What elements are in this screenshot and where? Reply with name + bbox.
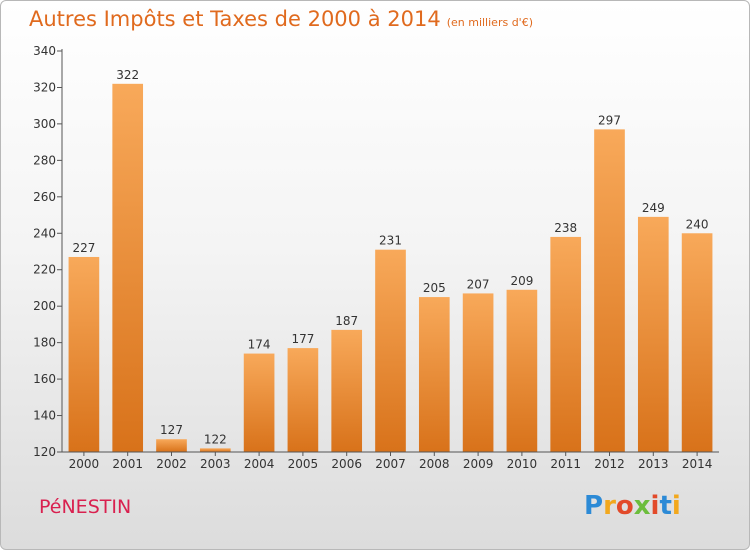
x-tick-label: 2011 xyxy=(550,457,581,471)
x-tick-label: 2003 xyxy=(200,457,231,471)
proxiti-logo: Proxiti xyxy=(584,491,681,521)
y-tick-label: 120 xyxy=(33,445,56,459)
x-axis: 2000 2001 2002 2003 2004 2005 2006 2007 2008 2009… xyxy=(62,451,719,471)
bar-value-label: 174 xyxy=(248,338,271,352)
bar-2012 xyxy=(594,129,625,453)
y-axis: 120 140 160 180 200 220 240 260 280 300 320 340 xyxy=(33,44,63,459)
y-tick-label: 260 xyxy=(33,190,56,204)
bar-2013 xyxy=(637,216,669,452)
y-tick-label: 180 xyxy=(33,336,56,350)
bar-2003 xyxy=(199,448,231,452)
x-tick-label: 2000 xyxy=(69,457,100,471)
y-tick-label: 280 xyxy=(33,153,56,167)
bar-2014 xyxy=(681,233,713,452)
bar-value-label: 322 xyxy=(116,68,139,82)
bar-value-label: 127 xyxy=(160,423,183,437)
bar-value-label: 177 xyxy=(291,332,314,346)
bar-value-label: 231 xyxy=(379,234,402,248)
bar-value-label: 122 xyxy=(204,432,227,446)
bar-value-label: 227 xyxy=(72,241,95,255)
bar-value-label: 207 xyxy=(467,277,490,291)
x-tick-label: 2014 xyxy=(682,457,713,471)
logo-letter: i xyxy=(650,491,660,521)
x-tick-label: 2007 xyxy=(375,457,406,471)
bar-2006 xyxy=(331,329,363,452)
logo-letter: o xyxy=(615,491,634,521)
logo-letter: P xyxy=(584,491,604,521)
bar-2001 xyxy=(112,83,144,453)
bar-value-label: 187 xyxy=(335,314,358,328)
bar-value-label: 205 xyxy=(423,281,446,295)
y-tick-label: 320 xyxy=(33,80,56,94)
bar-2008 xyxy=(418,297,450,452)
bar-2005 xyxy=(287,348,319,452)
x-tick-label: 2001 xyxy=(112,457,143,471)
bar-2000 xyxy=(68,256,100,452)
y-tick-label: 300 xyxy=(33,117,56,131)
logo-letter: x xyxy=(633,491,651,521)
y-tick-label: 200 xyxy=(33,299,56,313)
bar-2004 xyxy=(243,353,275,452)
bars xyxy=(68,83,713,453)
y-tick-label: 240 xyxy=(33,226,56,240)
y-tick-label: 220 xyxy=(33,263,56,277)
x-tick-label: 2010 xyxy=(507,457,538,471)
x-tick-label: 2005 xyxy=(288,457,319,471)
x-tick-label: 2002 xyxy=(156,457,187,471)
bar-2010 xyxy=(506,289,538,452)
chart-title-text: Autres Impôts et Taxes de 2000 à 2014 xyxy=(29,7,441,31)
data-labels: 227 322 127 122 174 177 187 231 205 207 209 238 297 2… xyxy=(72,68,708,447)
x-tick-label: 2008 xyxy=(419,457,450,471)
logo-letter: r xyxy=(603,491,616,521)
x-tick-label: 2006 xyxy=(331,457,362,471)
y-tick-label: 140 xyxy=(33,409,56,423)
bar-value-label: 297 xyxy=(598,113,621,127)
city-name: PéNESTIN xyxy=(39,496,132,518)
logo-letter: i xyxy=(671,491,681,521)
bar-2009 xyxy=(462,293,494,452)
bar-2011 xyxy=(550,236,582,452)
y-tick-label: 340 xyxy=(33,44,56,58)
bar-2007 xyxy=(375,249,406,452)
bar-value-label: 238 xyxy=(554,221,577,235)
x-tick-label: 2013 xyxy=(638,457,669,471)
x-tick-label: 2009 xyxy=(463,457,494,471)
bar-value-label: 209 xyxy=(510,274,533,288)
chart-title: Autres Impôts et Taxes de 2000 à 2014 (en… xyxy=(29,7,533,31)
logo-letter: t xyxy=(659,491,672,521)
y-tick-label: 160 xyxy=(33,372,56,386)
bar-value-label: 240 xyxy=(686,217,709,231)
x-tick-label: 2004 xyxy=(244,457,275,471)
bar-value-label: 249 xyxy=(642,201,665,215)
x-tick-label: 2012 xyxy=(594,457,625,471)
bar-2002 xyxy=(156,439,187,452)
unit-label: (en milliers d'€) xyxy=(446,16,533,29)
